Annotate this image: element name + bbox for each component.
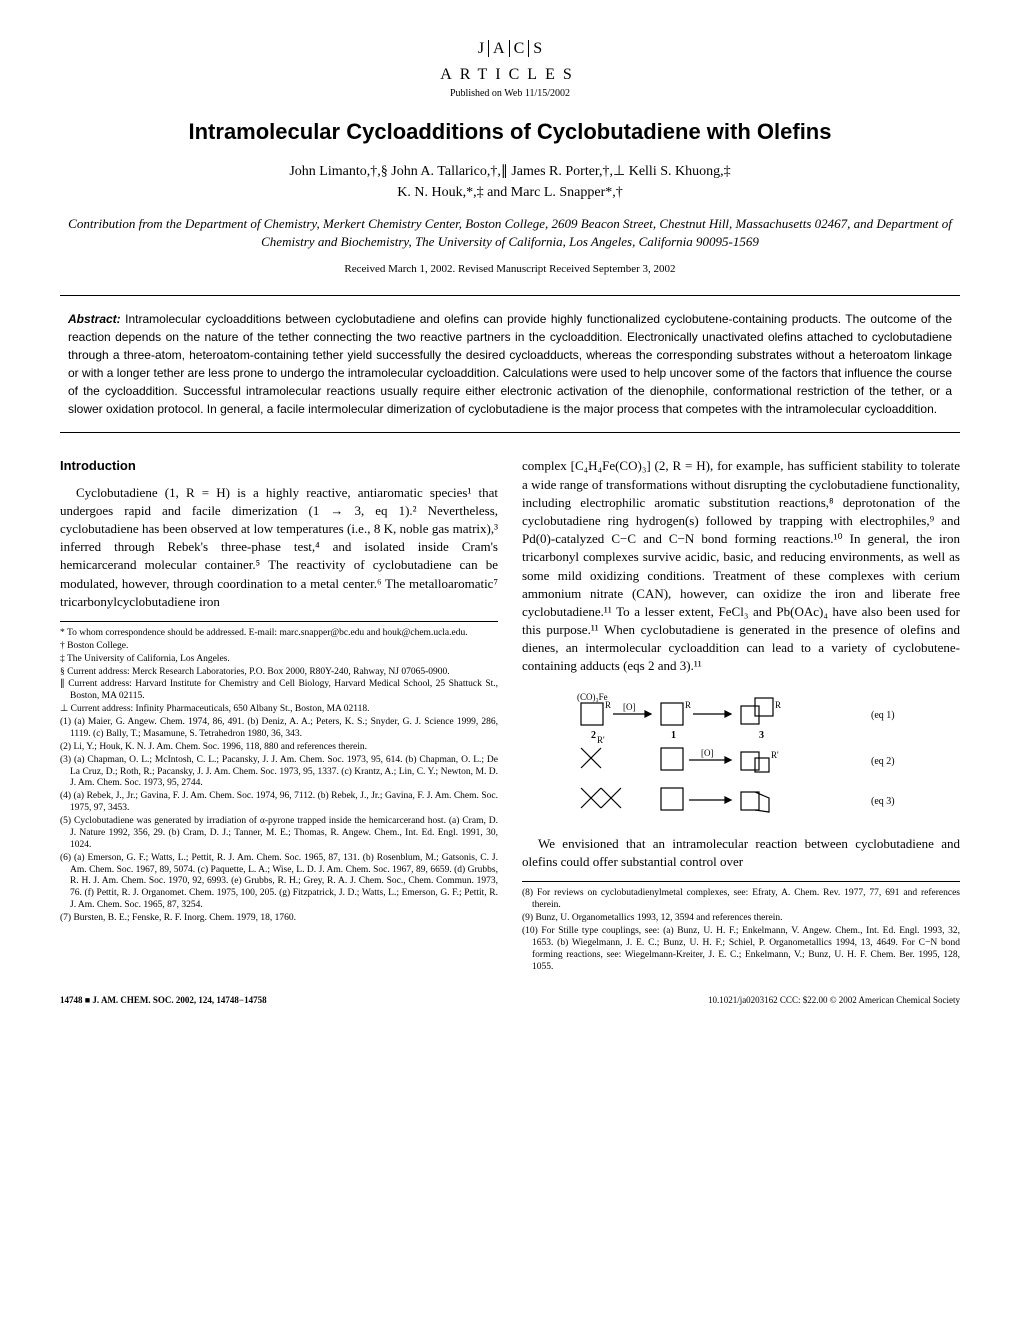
authors-line1: John Limanto,†,§ John A. Tallarico,†,∥ J… — [289, 164, 730, 179]
footnote-item: (8) For reviews on cyclobutadienylmetal … — [522, 888, 960, 912]
journal-logo: JACS — [60, 40, 960, 58]
svg-text:3: 3 — [759, 730, 764, 741]
abstract-body: Intramolecular cycloadditions between cy… — [68, 312, 952, 416]
svg-text:(eq 1): (eq 1) — [871, 710, 895, 721]
article-title: Intramolecular Cycloadditions of Cyclobu… — [60, 119, 960, 145]
right-column: complex [C₄H₄Fe(CO)₃] (2, R = H), for ex… — [522, 457, 960, 974]
authors-line2: K. N. Houk,*,‡ and Marc L. Snapper*,† — [397, 185, 623, 200]
footnotes-right: (8) For reviews on cyclobutadienylmetal … — [522, 881, 960, 973]
footnote-item: (6) (a) Emerson, G. F.; Watts, L.; Petti… — [60, 853, 498, 912]
page-footer: 14748 ■ J. AM. CHEM. SOC. 2002, 124, 147… — [60, 995, 960, 1005]
abstract-section: Abstract: Intramolecular cycloadditions … — [60, 295, 960, 433]
footnote-item: ‡ The University of California, Los Ange… — [60, 654, 498, 666]
equation-scheme: (CO)₃Fe R 2 [O] R 1 R 3 (eq 1) — [522, 688, 960, 823]
footnote-item: * To whom correspondence should be addre… — [60, 628, 498, 640]
published-date: Published on Web 11/15/2002 — [60, 88, 960, 99]
svg-text:(CO)₃Fe: (CO)₃Fe — [577, 692, 608, 702]
svg-text:(eq 3): (eq 3) — [871, 796, 895, 807]
svg-text:1: 1 — [671, 730, 676, 741]
intro-heading: Introduction — [60, 457, 498, 475]
footnote-item: ∥ Current address: Harvard Institute for… — [60, 679, 498, 703]
footnote-item: (4) (a) Rebek, J., Jr.; Gavina, F. J. Am… — [60, 791, 498, 815]
svg-text:[O]: [O] — [623, 702, 636, 712]
footnote-item: (7) Bursten, B. E.; Fenske, R. F. Inorg.… — [60, 913, 498, 925]
svg-text:R': R' — [597, 735, 605, 745]
affiliation: Contribution from the Department of Chem… — [60, 215, 960, 251]
authors: John Limanto,†,§ John A. Tallarico,†,∥ J… — [60, 161, 960, 203]
svg-text:(eq 2): (eq 2) — [871, 756, 895, 767]
col2-para-2: We envisioned that an intramolecular rea… — [522, 835, 960, 871]
footer-left: 14748 ■ J. AM. CHEM. SOC. 2002, 124, 147… — [60, 995, 267, 1005]
footnote-item: (9) Bunz, U. Organometallics 1993, 12, 3… — [522, 913, 960, 925]
abstract-label: Abstract: — [68, 312, 121, 326]
svg-text:2: 2 — [591, 730, 596, 741]
svg-text:R: R — [685, 700, 691, 710]
reaction-scheme-svg: (CO)₃Fe R 2 [O] R 1 R 3 (eq 1) — [571, 688, 911, 818]
intro-para-1: Cyclobutadiene (1, R = H) is a highly re… — [60, 484, 498, 611]
footnote-item: ⊥ Current address: Infinity Pharmaceutic… — [60, 704, 498, 716]
footnote-item: § Current address: Merck Research Labora… — [60, 667, 498, 679]
col2-para-1: complex [C₄H₄Fe(CO)₃] (2, R = H), for ex… — [522, 457, 960, 675]
footer-right: 10.1021/ja0203162 CCC: $22.00 © 2002 Ame… — [708, 995, 960, 1005]
footnotes-left: * To whom correspondence should be addre… — [60, 621, 498, 925]
footnote-item: (5) Cyclobutadiene was generated by irra… — [60, 816, 498, 852]
svg-text:R: R — [605, 700, 611, 710]
body-columns: Introduction Cyclobutadiene (1, R = H) i… — [60, 457, 960, 974]
received-date: Received March 1, 2002. Revised Manuscri… — [60, 263, 960, 275]
logo-letters: JACS — [474, 40, 546, 58]
footnote-item: (2) Li, Y.; Houk, K. N. J. Am. Chem. Soc… — [60, 742, 498, 754]
abstract-text: Abstract: Intramolecular cycloadditions … — [68, 310, 952, 418]
footnote-item: † Boston College. — [60, 641, 498, 653]
articles-label: ARTICLES — [60, 66, 960, 84]
svg-text:[O]: [O] — [701, 748, 714, 758]
svg-text:R': R' — [771, 750, 779, 760]
footnote-item: (10) For Stille type couplings, see: (a)… — [522, 926, 960, 974]
svg-text:R: R — [775, 700, 781, 710]
left-column: Introduction Cyclobutadiene (1, R = H) i… — [60, 457, 498, 974]
footnote-item: (3) (a) Chapman, O. L.; McIntosh, C. L.;… — [60, 755, 498, 791]
footnote-item: (1) (a) Maier, G. Angew. Chem. 1974, 86,… — [60, 717, 498, 741]
